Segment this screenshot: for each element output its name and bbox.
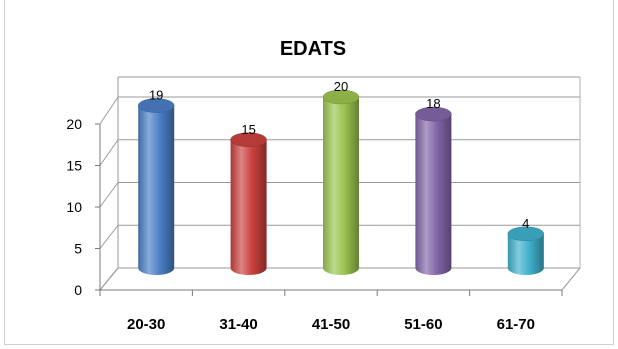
data-label: 4 bbox=[522, 216, 529, 231]
chart-border bbox=[4, 0, 614, 345]
bar-top bbox=[322, 89, 360, 105]
x-category-label: 51-60 bbox=[404, 316, 442, 333]
axes bbox=[95, 123, 563, 296]
bar-20-30 bbox=[137, 98, 175, 275]
data-label: 19 bbox=[149, 88, 163, 103]
y-tick-label: 0 bbox=[74, 282, 82, 298]
data-labels: 19 15 20 18 4 bbox=[149, 79, 529, 231]
bar-body bbox=[507, 233, 544, 276]
side-gridline bbox=[99, 224, 119, 249]
x-category-label: 31-40 bbox=[219, 316, 257, 333]
side-gridline bbox=[99, 139, 119, 166]
x-category-label: 61-70 bbox=[497, 316, 535, 333]
y-tick-label: 5 bbox=[74, 241, 82, 257]
y-tick-label: 10 bbox=[66, 199, 82, 215]
bar-51-60 bbox=[415, 106, 452, 276]
bar-41-50 bbox=[322, 89, 360, 275]
floor-left-edge bbox=[99, 267, 119, 291]
bar-31-40 bbox=[230, 132, 267, 276]
bar-body bbox=[230, 139, 267, 276]
y-tick-label: 20 bbox=[66, 116, 82, 132]
chart-title: EDATS bbox=[280, 38, 346, 60]
bar-top bbox=[230, 132, 267, 147]
bar-body bbox=[138, 105, 175, 275]
x-axis-labels: 20-30 31-40 41-50 51-60 61-70 bbox=[127, 316, 535, 333]
bars bbox=[137, 89, 545, 276]
y-tick-label: 15 bbox=[66, 158, 82, 174]
side-gridline bbox=[99, 182, 119, 208]
floor-right-edge bbox=[561, 267, 581, 291]
bar-body bbox=[323, 97, 359, 275]
y-axis-ticks: 0 5 10 15 20 bbox=[66, 116, 82, 298]
side-gridline bbox=[99, 96, 119, 125]
data-label: 18 bbox=[426, 96, 440, 111]
data-label: 20 bbox=[334, 79, 348, 94]
bar-61-70 bbox=[507, 226, 545, 276]
bar-top bbox=[507, 226, 545, 242]
data-label: 15 bbox=[241, 122, 255, 137]
x-category-label: 41-50 bbox=[312, 316, 350, 333]
bar-body bbox=[415, 114, 452, 276]
bar-top bbox=[415, 106, 452, 122]
x-category-label: 20-30 bbox=[127, 316, 165, 333]
bar-top bbox=[137, 98, 175, 113]
